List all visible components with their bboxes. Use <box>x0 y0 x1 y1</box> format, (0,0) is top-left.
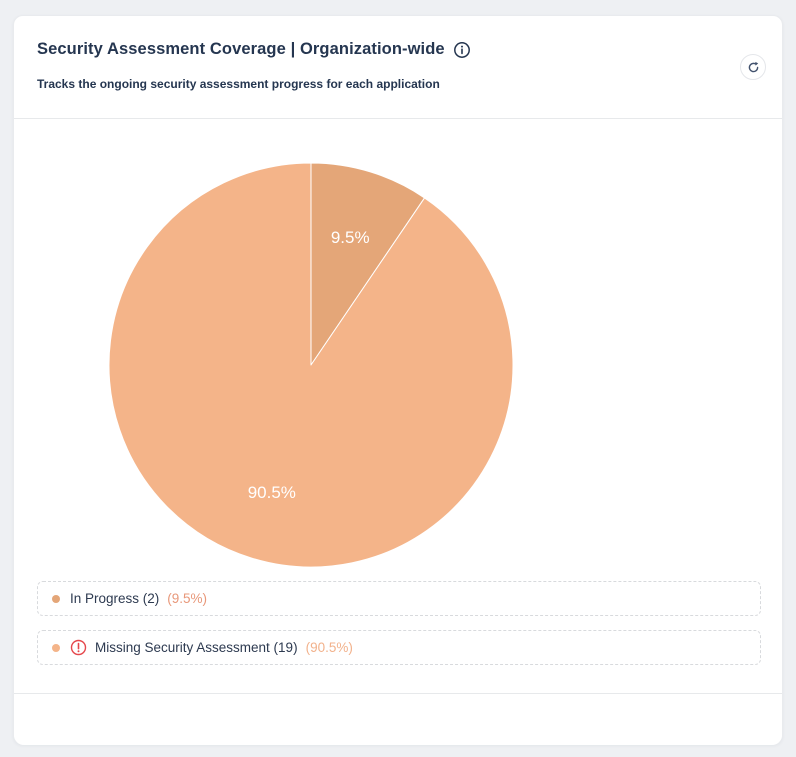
legend-dot-in-progress <box>52 594 60 603</box>
info-icon[interactable] <box>453 41 471 59</box>
widget-subtitle: Tracks the ongoing security assessment p… <box>37 77 440 91</box>
legend-dot-missing <box>52 643 60 652</box>
pie-chart[interactable]: 9.5% 90.5% <box>108 162 514 568</box>
warning-icon <box>70 639 87 656</box>
legend-item-in-progress[interactable]: In Progress (2) (9.5%) <box>37 581 761 616</box>
legend-percent: (90.5%) <box>305 640 353 655</box>
card-footer <box>14 694 782 745</box>
legend-item-missing-security-assessment[interactable]: Missing Security Assessment (19) (90.5%) <box>37 630 761 665</box>
footer-divider <box>14 693 782 694</box>
header-divider <box>14 118 782 119</box>
widget-card: Security Assessment Coverage | Organizat… <box>13 15 783 745</box>
pie-slice-label: 90.5% <box>248 483 296 502</box>
widget-header: Security Assessment Coverage | Organizat… <box>37 40 471 59</box>
legend-label: Missing Security Assessment (19) <box>95 640 298 655</box>
legend-label: In Progress (2) <box>70 591 160 606</box>
widget-title: Security Assessment Coverage | Organizat… <box>37 40 445 58</box>
refresh-button[interactable] <box>740 54 766 80</box>
pie-slice-label: 9.5% <box>331 228 370 247</box>
pie-slice-in-progress[interactable] <box>310 162 426 366</box>
refresh-icon <box>747 61 760 74</box>
pie-slice-missing-security-assessment[interactable] <box>108 162 514 568</box>
legend-percent: (9.5%) <box>167 591 208 606</box>
